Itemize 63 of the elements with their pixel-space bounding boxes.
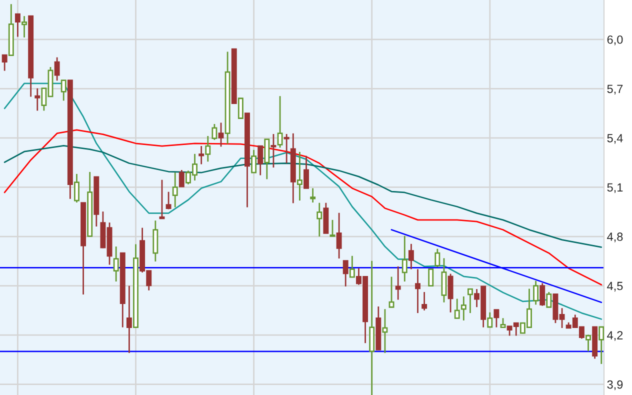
candlestick: [428, 268, 434, 286]
candlestick: [284, 133, 290, 164]
candlestick: [540, 282, 546, 307]
candlestick: [205, 135, 211, 162]
y-tick-label: 4,8: [607, 232, 623, 242]
candlestick: [388, 276, 394, 308]
line-series: [4, 129, 602, 286]
candlestick: [264, 138, 270, 180]
line-series: [4, 144, 602, 248]
candlestick: [546, 291, 552, 308]
candlestick: [198, 145, 204, 165]
candlestick: [533, 280, 539, 306]
candlestick: [218, 122, 224, 148]
candlestick: [415, 268, 420, 314]
candlestick: [14, 13, 20, 38]
candlestick: [402, 235, 408, 282]
candlestick: [330, 219, 336, 237]
candlestick: [270, 133, 276, 168]
candlestick: [382, 308, 388, 354]
candlestick: [166, 191, 172, 210]
candlestick: [304, 155, 309, 189]
candlestick: [448, 273, 454, 314]
candlestick: [60, 80, 66, 102]
candlestick: [22, 15, 27, 38]
candlestick: [422, 291, 428, 312]
y-tick-label: 6,0: [607, 35, 623, 46]
y-tick-label: 3,9: [607, 380, 623, 390]
candlestick: [342, 260, 348, 288]
candlestick: [178, 169, 184, 188]
candlestick: [159, 179, 165, 220]
candlestick: [598, 326, 604, 365]
y-tick-label: 5,7: [607, 84, 623, 94]
y-tick-label: 5,1: [607, 183, 623, 194]
candlestick: [126, 285, 132, 354]
candlestick: [395, 266, 401, 300]
candlestick: [441, 257, 447, 304]
candlestick: [467, 288, 473, 314]
candlestick: [172, 172, 178, 208]
candlestick: [336, 212, 342, 260]
candlestick: [434, 248, 440, 268]
candlestick: [277, 95, 283, 148]
candlestick: [2, 54, 8, 72]
y-tick-label: 4,5: [607, 282, 623, 292]
candlestick: [310, 188, 316, 204]
candlestick: [251, 149, 257, 174]
candlestick: [54, 56, 60, 82]
candlestick: [113, 246, 119, 282]
candlestick: [494, 309, 500, 328]
candlestick: [152, 220, 158, 262]
candlestick: [487, 312, 493, 328]
candlestick: [296, 151, 302, 202]
candlestick: [258, 145, 264, 176]
y-tick-label: 5,4: [607, 134, 623, 144]
candlestick: [500, 317, 506, 328]
candlestick: [212, 123, 218, 141]
candlestick: [316, 202, 322, 238]
candlestick: [349, 255, 355, 278]
candlestick: [74, 173, 80, 204]
candlestick: [408, 243, 414, 270]
candlestick: [238, 98, 244, 119]
candlestick: [586, 334, 591, 352]
candlestick: [34, 88, 40, 112]
y-tick-label: 4,2: [607, 331, 623, 341]
